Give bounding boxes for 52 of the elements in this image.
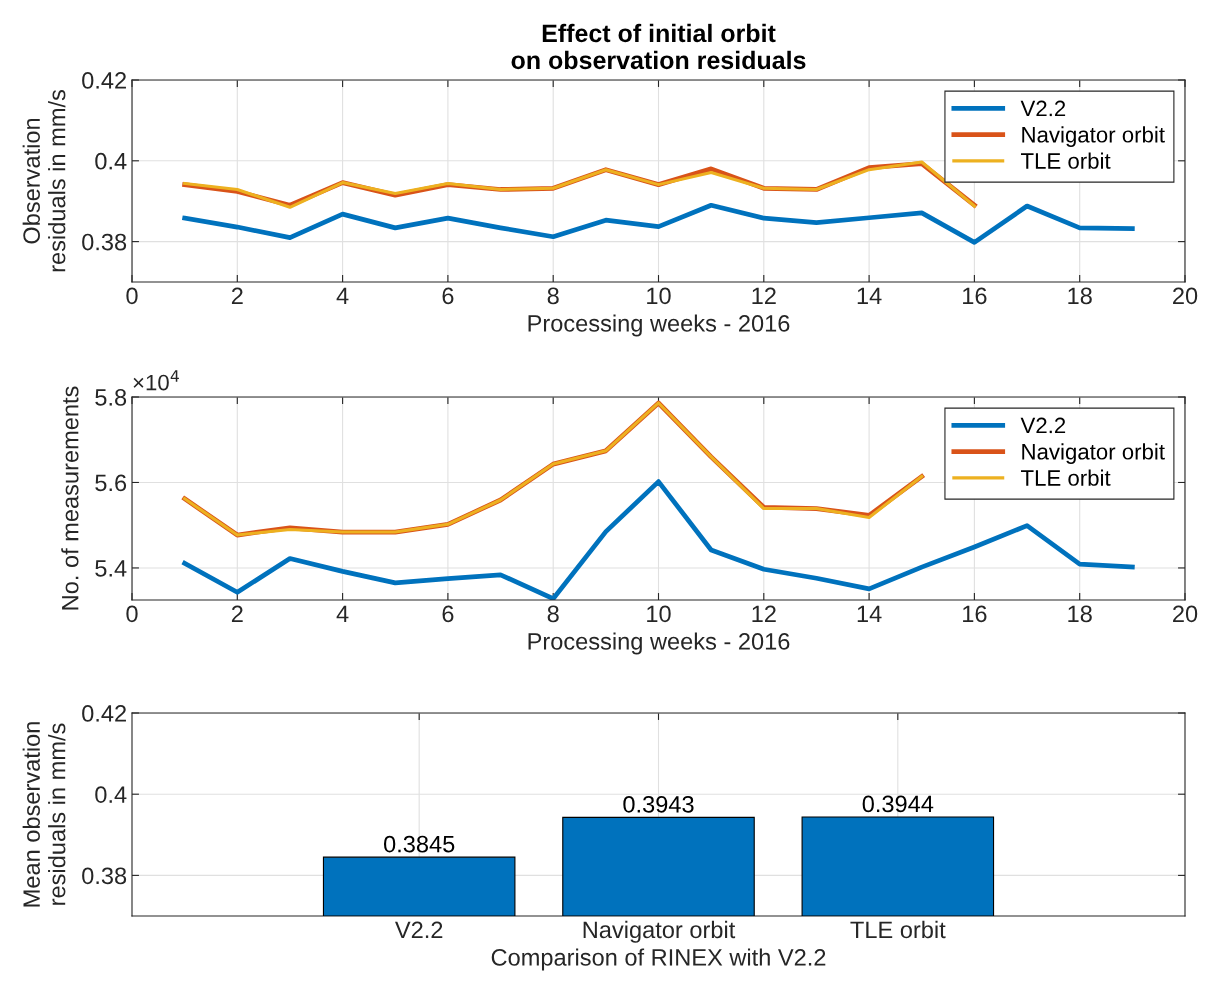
y-tick-label: 0.38 (82, 233, 127, 251)
legend-label: TLE orbit (1021, 469, 1111, 486)
data-label: 0.3943 (623, 795, 694, 813)
x-tick-label: 6 (442, 287, 454, 305)
legend-label: TLE orbit (1021, 152, 1111, 169)
x-tick-label: 4 (336, 605, 349, 622)
x-axis-title: Processing weeks - 2016 (528, 314, 790, 337)
x-tick-label: 0 (126, 287, 138, 305)
x-tick-label: 20 (1173, 605, 1198, 623)
x-tick-label: 2 (231, 605, 243, 622)
y-tick-label: 5.6 (95, 474, 127, 492)
text: ×10$^{4}$ (133, 370, 179, 391)
x-tick-label: 16 (963, 605, 987, 623)
y-axis-title: Mean observation residuals in mm/s (22, 722, 66, 907)
x-tick-label: Navigator orbit (583, 920, 736, 943)
chart-title: Effect of initial orbit on observation residuals (511, 23, 806, 70)
x-tick-label: 16 (963, 287, 987, 305)
x-tick-label: 2 (231, 287, 243, 304)
y-tick-label: 0.42 (82, 705, 126, 722)
legend-label: V2.2 (1020, 417, 1066, 434)
y-tick-label: 5.8 (95, 389, 127, 406)
legend-label: Navigator orbit (1022, 126, 1165, 147)
x-axis-title: Processing weeks - 2016 (528, 632, 790, 655)
y-tick-label: 0.42 (82, 72, 126, 89)
y-axis-title: No. of measurements (61, 386, 79, 610)
x-tick-label: 10 (647, 287, 671, 305)
legend-label: Navigator orbit (1022, 443, 1165, 464)
y-axis-title: Observation residuals in mm/s (22, 90, 66, 272)
data-label: 0.3845 (384, 835, 455, 853)
x-tick-label: 14 (857, 605, 882, 622)
line-series (182, 202, 1135, 245)
x-tick-label: 4 (336, 287, 349, 304)
x-tick-label: 0 (126, 605, 138, 623)
legend-label: V2.2 (1020, 100, 1066, 117)
x-tick-label: 6 (442, 605, 454, 623)
x-tick-label: TLE orbit (850, 920, 946, 939)
x-tick-label: 20 (1173, 287, 1198, 305)
y-tick-label: 5.4 (95, 560, 127, 577)
data-label: 0.3944 (862, 795, 934, 813)
x-tick-label: 8 (547, 287, 559, 305)
x-tick-label: 8 (547, 605, 559, 623)
x-tick-label: V2.2 (395, 921, 443, 938)
x-tick-label: 14 (857, 287, 882, 304)
x-tick-label: 10 (647, 605, 671, 623)
x-tick-label: 12 (752, 287, 776, 304)
y-tick-label: 0.4 (95, 152, 127, 170)
x-axis-title: Comparison of RINEX with V2.2 (491, 948, 826, 971)
y-tick-label: 0.38 (82, 867, 127, 885)
x-tick-label: 18 (1068, 287, 1092, 305)
x-tick-label: 18 (1068, 605, 1092, 623)
y-tick-label: 0.4 (95, 786, 127, 803)
x-tick-label: 12 (752, 605, 776, 622)
